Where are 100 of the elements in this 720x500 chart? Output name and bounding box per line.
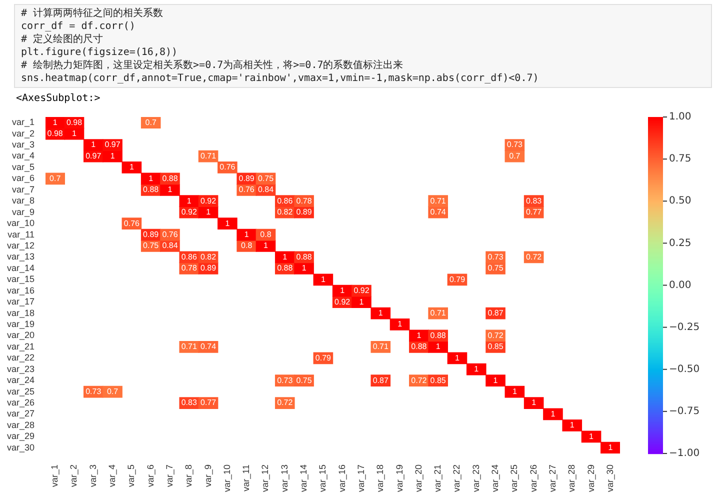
x-tick-label: var_7	[164, 464, 174, 487]
data-label: 0.73	[86, 386, 102, 396]
data-label: 1	[359, 297, 364, 306]
y-tick-label: var_9	[12, 206, 35, 217]
data-label: 0.74	[430, 208, 446, 217]
color-bar-label: 0.25	[669, 238, 692, 249]
data-label: 0.71	[200, 151, 217, 160]
data-label: 0.76	[124, 218, 140, 228]
y-tick-label: var_10	[6, 218, 35, 228]
data-label: 0.88	[277, 264, 294, 273]
data-label: 0.7	[509, 151, 521, 160]
y-tick-label: var_15	[6, 274, 35, 284]
data-label: 0.98	[66, 118, 83, 127]
data-label: 0.72	[526, 252, 542, 262]
x-tick-label: var_24	[490, 464, 500, 492]
data-label: 1	[589, 432, 594, 441]
data-label: 1	[532, 398, 537, 408]
y-tick-label: var_3	[12, 140, 35, 150]
data-label: 1	[512, 386, 518, 396]
data-label: 1	[398, 320, 403, 329]
x-tick-label: var_28	[566, 464, 577, 492]
data-label: 1	[225, 218, 230, 228]
data-label: 0.82	[200, 252, 217, 262]
data-label: 1	[474, 364, 480, 374]
data-label: 1	[436, 342, 441, 352]
data-label: 0.71	[372, 342, 389, 352]
data-label: 1	[493, 376, 498, 385]
text: plt.figure(figsize=(16,8))	[21, 46, 179, 59]
data-label: 1	[302, 264, 307, 273]
data-label: 0.73	[506, 140, 524, 150]
data-label: 1	[608, 443, 614, 452]
y-tick-label: var_6	[12, 173, 35, 184]
data-label: 0.7	[145, 118, 157, 127]
color-bar-label: −0.25	[669, 322, 700, 333]
data-label: 0.74	[200, 342, 217, 352]
y-tick-label: var_26	[6, 397, 35, 408]
x-tick-label: var_19	[394, 464, 404, 492]
y-tick-label: var_16	[6, 285, 35, 296]
y-tick-label: var_11	[8, 229, 35, 240]
data-label: 0.92	[354, 286, 370, 296]
y-tick-label: var_28	[6, 420, 35, 430]
x-tick-label: var_18	[375, 464, 386, 492]
data-label: 0.88	[296, 252, 312, 262]
y-tick-label: var_18	[6, 308, 35, 318]
data-label: 0.7	[50, 174, 62, 183]
x-tick-label: var_14	[298, 464, 309, 492]
x-tick-label: var_2	[68, 464, 79, 487]
y-tick-label: var_8	[12, 196, 35, 206]
data-label: 0.7	[106, 386, 119, 396]
y-tick-label: var_5	[12, 162, 35, 172]
data-label: 1	[282, 252, 288, 262]
data-label: 1	[264, 241, 269, 250]
data-label: 1	[52, 118, 58, 127]
color-bar-label: 0.00	[669, 280, 692, 291]
x-tick-label: var_17	[356, 464, 366, 492]
x-tick-label: var_1	[50, 464, 60, 487]
x-tick-label: var_27	[547, 464, 558, 492]
data-label: 1	[550, 409, 556, 418]
y-tick-label: var_25	[6, 386, 35, 396]
data-label: 0.8	[260, 230, 272, 239]
data-label: 1	[455, 353, 460, 362]
text: corr_df = df.corr()	[21, 20, 136, 33]
data-label: 0.86	[181, 252, 198, 262]
data-label: 0.76	[220, 162, 236, 172]
data-label: 1	[206, 208, 212, 217]
y-tick-label: var_22	[6, 352, 35, 363]
data-label: 1	[570, 420, 575, 430]
data-label: 1	[186, 196, 192, 206]
data-label: 1	[340, 286, 346, 296]
color-bar-label: 0.50	[669, 196, 692, 207]
data-label: 0.71	[430, 308, 446, 318]
y-tick-label: var_29	[6, 431, 35, 442]
text: # 绘制热力矩阵图，这里设定相关系数>=0.7为高相关性，将>=0.7的系数值标注出来	[21, 59, 404, 72]
y-tick-label: var_2	[12, 128, 35, 138]
y-tick-label: var_21	[6, 341, 35, 352]
data-label: 1	[168, 185, 173, 194]
x-tick-label: var_6	[145, 464, 156, 487]
y-tick-label: var_12	[6, 240, 35, 250]
x-tick-label: var_26	[528, 464, 538, 492]
data-label: 0.71	[181, 342, 198, 352]
data-label: 0.83	[181, 398, 198, 408]
data-label: 0.72	[411, 376, 428, 385]
data-label: 0.82	[277, 208, 294, 217]
data-label: 1	[72, 129, 78, 138]
data-label: 0.84	[258, 185, 274, 194]
x-tick-label: var_30	[604, 464, 615, 492]
data-label: 0.75	[296, 376, 312, 385]
data-label: 0.85	[488, 342, 504, 352]
data-label: 0.86	[277, 196, 294, 206]
x-tick-label: var_16	[336, 464, 347, 492]
text: # 定义绘图的尺寸	[21, 33, 104, 46]
x-tick-label: var_9	[202, 464, 213, 487]
x-tick-label: var_13	[279, 464, 290, 492]
y-tick-label: var_24	[6, 375, 35, 386]
data-label: 0.89	[200, 264, 217, 273]
data-label: 0.76	[162, 230, 178, 239]
y-tick-label: var_20	[6, 330, 35, 340]
x-tick-label: var_23	[470, 464, 481, 492]
color-bar-label: 0.75	[669, 154, 692, 165]
x-tick-label: var_21	[432, 464, 443, 492]
